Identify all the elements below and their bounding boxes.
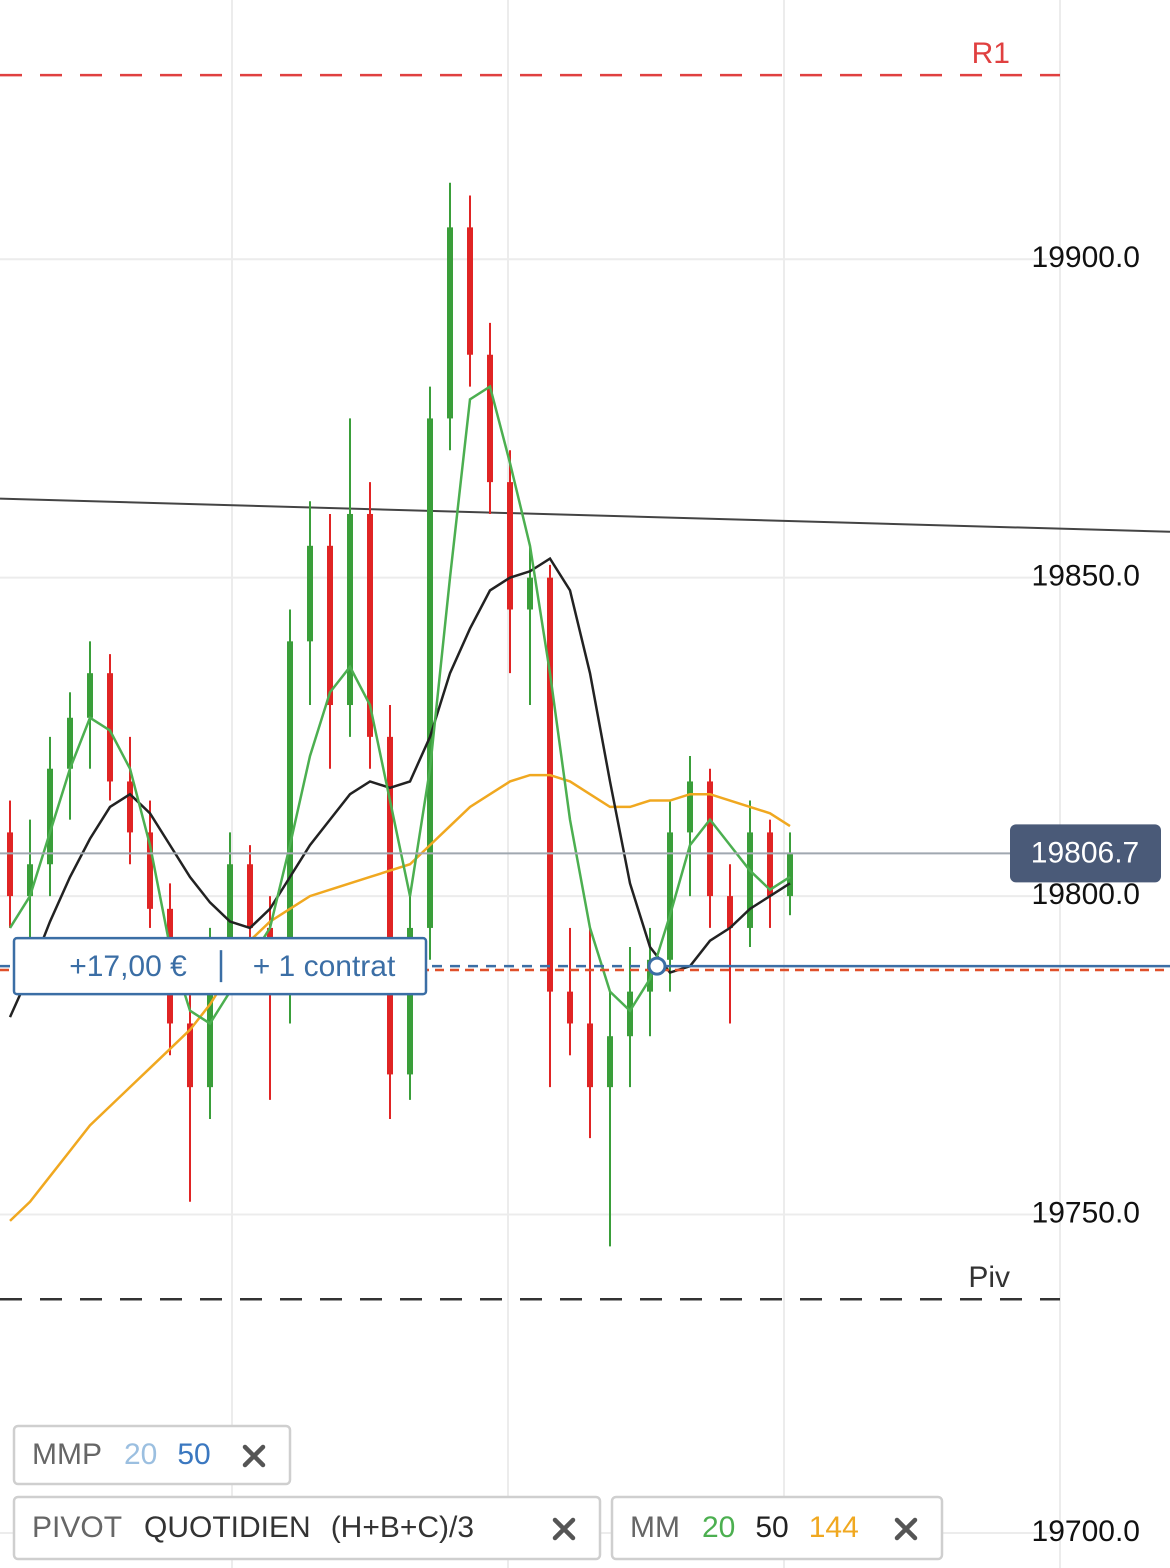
current-price-label: 19806.7 (1031, 836, 1139, 869)
indicator-chip[interactable]: MMP 20 50 (12, 1424, 292, 1486)
chip-box (12, 1424, 292, 1486)
candle-body (747, 832, 753, 928)
candle-body (227, 864, 233, 960)
candle-body (427, 418, 433, 928)
position-pnl: +17,00 € (69, 950, 187, 983)
candle-body (487, 354, 493, 483)
candle-body (627, 991, 633, 1037)
y-tick-label: 19750.0 (1032, 1196, 1140, 1229)
indicator-chip[interactable]: PIVOT QUOTIDIEN (H+B+C)/3 (12, 1495, 602, 1561)
candle-body (87, 673, 93, 718)
candle-body (367, 513, 373, 737)
chip-close[interactable] (552, 1517, 576, 1541)
candle-body (287, 641, 293, 992)
chip-close[interactable] (894, 1517, 918, 1541)
candle-body (667, 832, 673, 960)
position-size: + 1 contrat (253, 950, 396, 983)
candle-body (727, 896, 733, 928)
chip-name: MMP (32, 1438, 102, 1471)
candle-body (767, 832, 773, 897)
chip-name: PIVOT (32, 1511, 122, 1544)
candle-body (687, 781, 693, 833)
indicator-chip[interactable]: MM 20 50 144 (610, 1495, 944, 1561)
chip-box (12, 1495, 602, 1561)
candle-body (567, 991, 573, 1024)
current-price-tag (1010, 824, 1161, 883)
level-label: R1 (972, 37, 1010, 70)
candle-body (547, 577, 553, 992)
candle-body (467, 227, 473, 355)
y-tick-label: 19850.0 (1032, 560, 1140, 593)
y-tick-label: 19900.0 (1032, 241, 1140, 274)
candle-body (407, 927, 413, 1075)
chip-param: 50 (755, 1511, 788, 1544)
candle-body (247, 864, 253, 928)
candle-body (127, 781, 133, 833)
candle-body (607, 1036, 613, 1088)
candle-body (67, 717, 73, 769)
candle-body (47, 768, 53, 865)
moving-average (9, 773, 791, 1222)
candle-body (707, 781, 713, 897)
chip-box (610, 1495, 944, 1561)
candle-body (307, 545, 313, 642)
chip-param: 20 (702, 1511, 735, 1544)
chip-param: 20 (124, 1438, 157, 1471)
moving-average (8, 384, 791, 1026)
candle-body (27, 864, 33, 897)
y-tick-label: 19800.0 (1032, 878, 1140, 911)
chip-param: 144 (809, 1511, 859, 1544)
candle-body (527, 577, 533, 610)
candle-body (187, 1023, 193, 1088)
y-tick-label: 19700.0 (1032, 1515, 1140, 1548)
chip-param: 50 (177, 1438, 210, 1471)
candle-body (7, 832, 13, 897)
trend-line (0, 497, 1170, 533)
chip-close[interactable] (242, 1444, 266, 1468)
candle-body (387, 736, 393, 1075)
candle-body (147, 832, 153, 909)
candle-body (507, 482, 513, 610)
chip-name: MM (630, 1511, 680, 1544)
candle-body (347, 513, 353, 706)
candle-body (587, 1023, 593, 1088)
candle-body (327, 545, 333, 706)
position-handle[interactable] (647, 956, 667, 976)
candle-body (787, 853, 793, 897)
candle-body (447, 227, 453, 419)
level-label: Piv (968, 1261, 1010, 1294)
chip-param: QUOTIDIEN (144, 1511, 311, 1544)
candle-body (107, 673, 113, 782)
chip-param: (H+B+C)/3 (331, 1511, 474, 1544)
